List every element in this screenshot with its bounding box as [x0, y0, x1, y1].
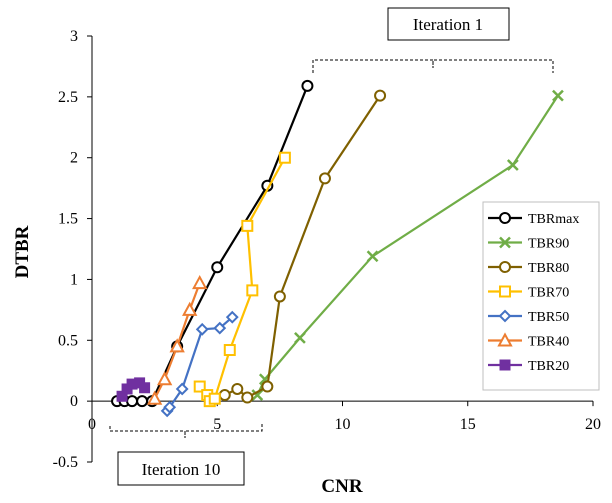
legend-marker-tbr80 [499, 261, 511, 273]
legend-label-tbr80: TBR80 [528, 261, 569, 276]
legend-marker-tbrmax [499, 212, 511, 224]
y-tick-label: 1.5 [58, 211, 78, 228]
y-tick-label: 2 [70, 150, 78, 167]
legend-item-tbr20: TBR20 [488, 359, 569, 374]
annotation-iteration-1-text: Iteration 1 [413, 15, 483, 34]
data-point-tbr80 [273, 290, 286, 303]
y-tick-label: -0.5 [53, 454, 78, 471]
legend-item-tbr70: TBR70 [488, 285, 569, 301]
data-point-tbr40 [146, 390, 163, 405]
legend-marker-tbr90 [499, 236, 511, 249]
legend: TBRmax TBR90 TBR80 TBR70 TBR50 TBR40 TBR20 [482, 201, 600, 391]
data-point-tbr80 [241, 391, 254, 404]
y-axis-title: DTBR [12, 225, 33, 278]
annotation-iteration-1: Iteration 1 [312, 7, 554, 73]
y-tick-label: 0 [70, 393, 78, 410]
data-point-tbrmax [211, 261, 224, 274]
data-point-tbrmax [136, 395, 149, 408]
data-point-tbrmax [126, 395, 139, 408]
annotation-iteration-10-text: Iteration 10 [142, 460, 221, 479]
tick-labels: -0.5 0 0.5 1 1.5 2 2.5 3 0 5 10 15 20 [53, 28, 601, 471]
data-point-tbr70 [278, 151, 291, 164]
data-point-tbr80 [218, 389, 231, 402]
legend-marker-tbr70 [499, 285, 511, 298]
series-tbr40 [146, 274, 208, 405]
legend-label-tbr20: TBR20 [528, 359, 569, 374]
x-tick-label: 0 [88, 416, 96, 433]
x-axis-title: CNR [321, 476, 362, 497]
data-point-tbr20 [139, 382, 151, 394]
legend-item-tbr80: TBR80 [488, 261, 569, 276]
data-point-tbr50 [195, 322, 209, 336]
legend-item-tbr40: TBR40 [488, 332, 569, 350]
x-tick-label: 10 [335, 416, 351, 433]
y-tick-label: 2.5 [58, 89, 78, 106]
annotation-iteration-10: Iteration 10 [109, 424, 263, 486]
data-point-tbr70 [246, 284, 259, 297]
annotation-iteration-10-bracket [109, 424, 263, 438]
legend-label-tbrmax: TBRmax [528, 212, 579, 227]
x-tick-label: 20 [585, 416, 601, 433]
legend-item-tbr90: TBR90 [488, 237, 569, 252]
data-point-tbr40 [182, 301, 198, 316]
legend-item-tbr50: TBR50 [488, 309, 569, 325]
series-line-tbrmax [117, 85, 309, 403]
data-point-tbr80 [231, 382, 244, 395]
data-point-tbr90 [552, 89, 564, 102]
plot-area [111, 79, 564, 418]
data-point-tbr50 [225, 310, 239, 324]
data-point-tbr50 [213, 321, 227, 335]
legend-label-tbr90: TBR90 [528, 237, 569, 252]
data-point-tbr90 [251, 389, 264, 401]
x-tick-label: 15 [460, 416, 476, 433]
y-tick-label: 0.5 [58, 332, 78, 349]
data-point-tbr50 [163, 400, 177, 414]
data-point-tbr70 [241, 219, 254, 232]
legend-label-tbr70: TBR70 [528, 286, 569, 301]
data-point-tbr80 [318, 172, 331, 185]
data-point-tbr40 [156, 371, 173, 386]
legend-label-tbr40: TBR40 [528, 335, 569, 350]
series-line-tbr70 [198, 157, 286, 403]
data-point-tbr80 [261, 380, 274, 393]
legend-marker-tbr40 [497, 332, 513, 347]
annotation-iteration-1-bracket [312, 59, 554, 73]
data-point-tbr80 [374, 89, 387, 102]
series-tbr20 [116, 377, 151, 402]
legend-label-tbr50: TBR50 [528, 310, 569, 325]
x-tick-label: 5 [213, 416, 221, 433]
legend-item-tbrmax: TBRmax [488, 212, 579, 227]
data-point-tbrmax [301, 79, 314, 92]
data-point-tbr90 [506, 159, 519, 171]
data-point-tbr70 [208, 392, 221, 405]
legend-marker-tbr50 [498, 309, 512, 323]
y-tick-label: 1 [70, 271, 78, 288]
y-tick-label: 3 [70, 28, 78, 45]
data-point-tbr50 [175, 382, 189, 396]
data-point-tbr90 [366, 250, 379, 263]
series-tbr80 [218, 89, 387, 404]
data-point-tbr90 [294, 331, 306, 344]
data-point-tbr40 [169, 338, 185, 353]
data-point-tbr70 [223, 344, 236, 357]
series-tbr70 [193, 151, 291, 408]
series-tbr50 [160, 310, 239, 418]
data-point-tbr70 [193, 380, 206, 393]
legend-marker-tbr20 [499, 359, 511, 371]
data-point-tbr40 [192, 274, 208, 290]
